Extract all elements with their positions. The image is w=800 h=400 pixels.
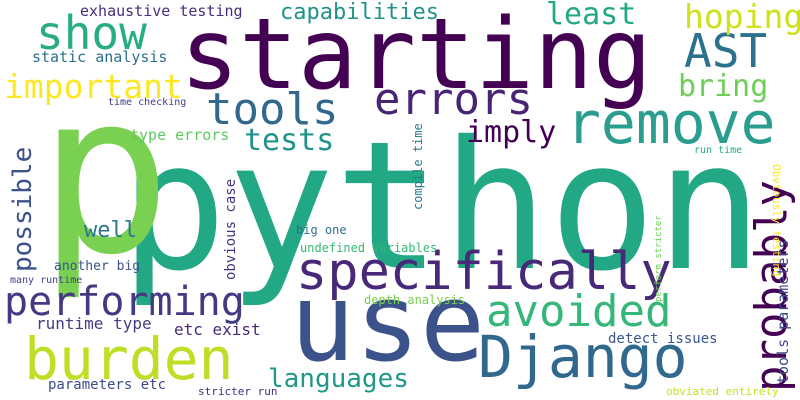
word-obvious-case: obvious case [223,178,239,280]
word-depth-analysis: depth analysis [364,293,466,307]
word-least: least [546,0,637,32]
word-imply: imply [466,115,557,150]
word-obviated-entirely: obviated entirely [666,385,779,398]
word-languages: languages [268,364,409,394]
word-show: show [36,6,147,60]
word-possible: possible [8,146,38,272]
word-python: python [120,103,763,310]
word-starting: starting [180,0,653,112]
word-etc-exist: etc exist [174,320,261,339]
word-time-checking: time checking [108,97,187,108]
word-parameters-etc: parameters etc [48,377,167,393]
word-exhaustive-testing: exhaustive testing [80,2,243,20]
word-perform-stricter: perform stricter [654,215,664,302]
word-detect-issues: detect issues [608,331,718,347]
word-performing: performing [4,279,245,325]
word-burden: burden [24,325,234,393]
word-undefined-variables: undefined variables [300,241,438,255]
word-avoided: avoided [486,286,672,337]
word-another-big: another big [54,259,141,274]
word-important: important [4,67,183,106]
word-p: p [38,46,172,304]
word-specifically: specifically [296,242,672,302]
word-well: well [84,218,137,243]
word-remove: remove [566,89,776,157]
word-hoping: hoping [684,0,800,36]
word-many-runtime: many runtime [10,275,83,286]
word-ast: AST [684,24,768,78]
word-tests: tests [244,123,335,158]
word-django: Django [478,323,688,391]
word-big-one: big one [296,223,347,237]
word-use: use [290,261,486,386]
word-errors: errors [374,74,533,125]
word-tools-parameters: tools parameters [774,239,792,385]
word-capabilities: capabilities [280,0,439,25]
word-bring: bring [678,69,769,104]
word-runtime-type: runtime type [36,314,152,333]
word-type-errors: type errors [130,126,230,144]
word-static-analysis: static analysis [32,48,168,66]
word-stricter-run: stricter run [198,385,278,398]
word-tools: tools [206,84,339,135]
word-run-time: run time [694,145,743,156]
word-compile-time: compile time [411,123,425,210]
